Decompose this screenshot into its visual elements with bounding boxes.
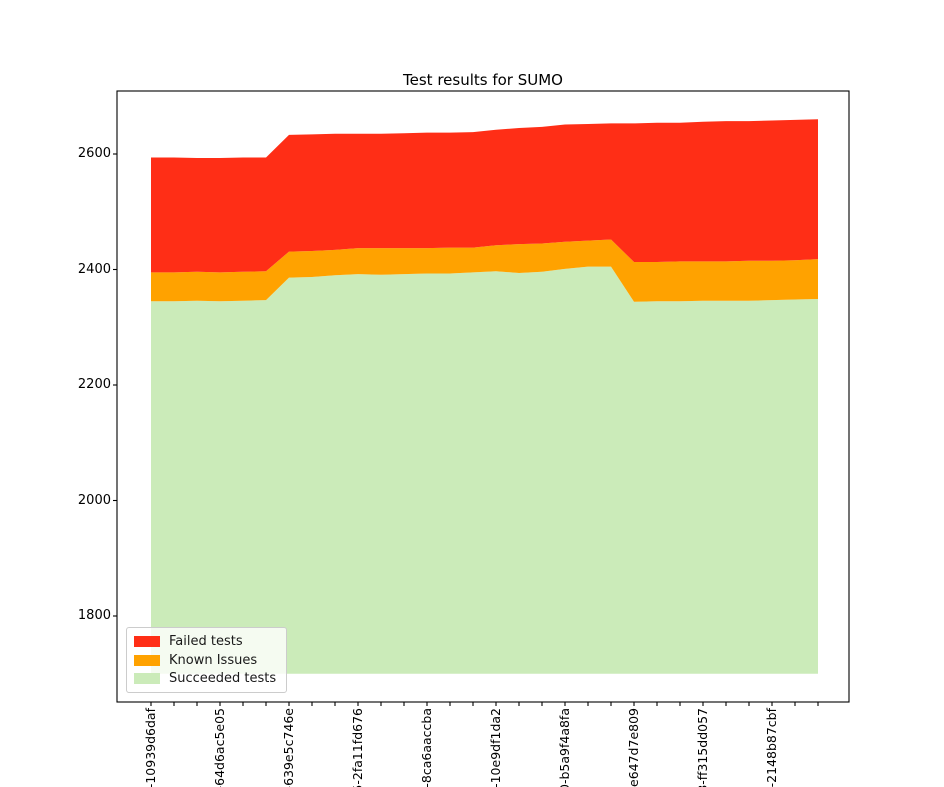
legend-label: Succeeded tests (169, 671, 277, 687)
y-axis-tick-label: 2000 (77, 492, 111, 508)
x-axis-tick-label: 363-ff315dd057 (695, 708, 710, 787)
y-axis-tick-label: 1800 (77, 608, 111, 623)
legend-entry: Known Issues (134, 651, 278, 670)
x-axis-tick-label: 52-639e5c746e (281, 708, 296, 787)
x-axis-tick-label: 47-2148b87cbf (764, 708, 779, 787)
band-succeeded-tests (151, 266, 818, 674)
legend-swatch-succeeded-tests (134, 673, 160, 685)
x-axis-tick-label: 40-e647d7e809 (626, 708, 641, 787)
axes-border (116, 90, 850, 703)
legend: Failed tests Known Issues Succeeded tests (126, 627, 287, 693)
legend-swatch-failed-tests (134, 635, 160, 647)
band-failed-tests (151, 119, 818, 273)
x-axis-tick-label: 35-8ca6aaccba (419, 708, 434, 787)
band-known-issues (151, 239, 818, 302)
legend-label: Failed tests (169, 633, 243, 649)
axes-spines (116, 90, 850, 703)
x-axis-tick-label: 91-10e9df1da2 (488, 708, 503, 787)
x-axis-tick-label: 75-2fa11fd676 (350, 708, 365, 787)
y-axis-tick-label: 2200 (77, 377, 111, 392)
area-bands (151, 119, 818, 674)
legend-swatch-known-issues (134, 654, 160, 666)
legend-entry: Failed tests (134, 632, 278, 651)
chart-title: Test results for SUMO (403, 71, 563, 89)
legend-entry: Succeeded tests (134, 669, 278, 688)
x-axis-tick-label: 69-64d6ac5e05 (212, 708, 227, 787)
axis-tick-marks (113, 153, 819, 706)
y-axis-tick-label: 2600 (77, 146, 111, 161)
x-axis-tick-label: 37-10939d6daf (143, 708, 158, 787)
legend-label: Known Issues (169, 652, 258, 668)
x-axis-tick-label: 330-b5a9f4a8fa (557, 708, 572, 787)
y-axis-tick-label: 2400 (77, 261, 111, 277)
